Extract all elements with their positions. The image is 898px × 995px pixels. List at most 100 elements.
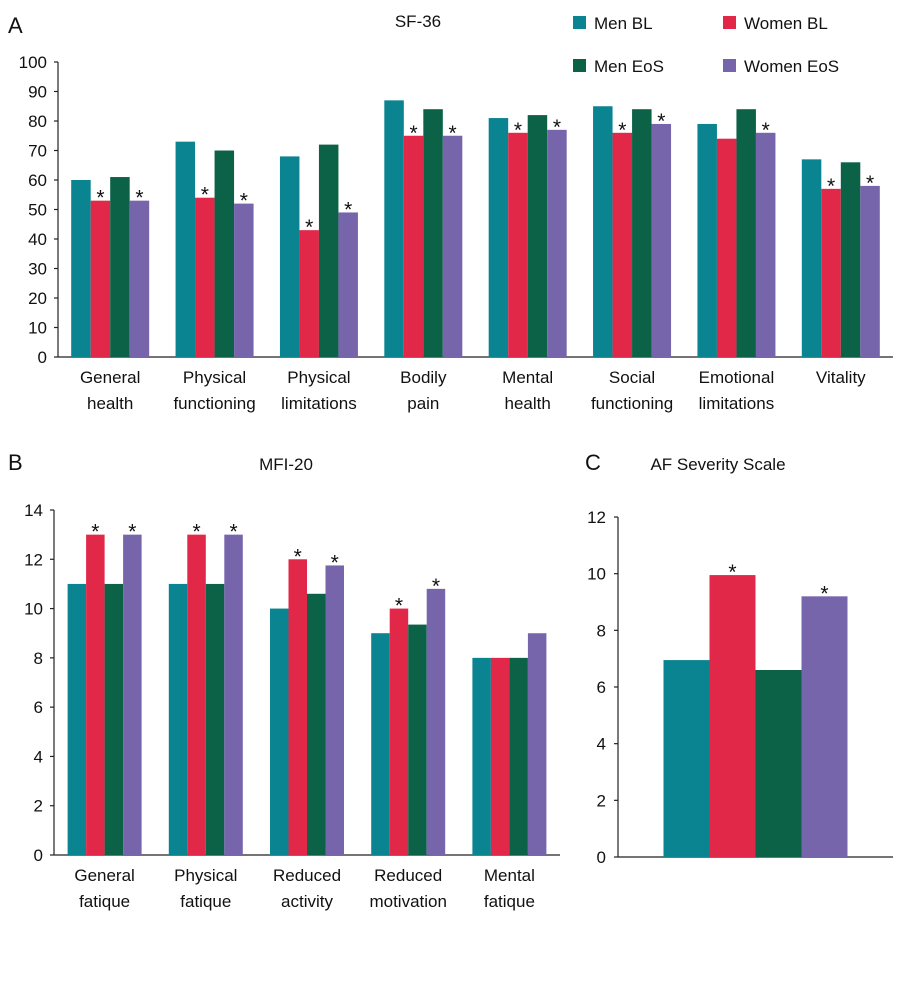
bar-women-bl [508, 132, 528, 357]
bar-women-eos [234, 203, 254, 357]
category-label: fatique [484, 892, 535, 911]
significance-star: * [514, 119, 522, 142]
bar-women-eos [547, 129, 567, 357]
bar-women-eos [224, 534, 243, 855]
legend-swatch [573, 16, 586, 29]
significance-star: * [618, 119, 626, 142]
bar-men-bl [801, 159, 822, 357]
significance-star: * [409, 122, 417, 145]
significance-star: * [96, 187, 104, 210]
category-label: fatique [79, 892, 130, 911]
panel-c-letter: C [585, 450, 601, 475]
y-tick-label: 0 [38, 348, 47, 367]
significance-star: * [201, 184, 209, 207]
significance-star: * [91, 521, 99, 544]
bar-women-eos [860, 185, 880, 357]
bar-women-eos [123, 534, 142, 855]
y-tick-label: 4 [597, 735, 606, 754]
bar-men-bl [384, 100, 404, 357]
category-label: Social [609, 368, 655, 387]
category-label: motivation [369, 892, 446, 911]
significance-star: * [820, 582, 828, 605]
bar-men-eos [423, 109, 443, 357]
bar-men-eos [840, 162, 861, 357]
y-tick-label: 50 [28, 201, 47, 220]
bar-women-bl [821, 188, 841, 357]
bar-men-bl [270, 608, 289, 855]
category-label: health [505, 394, 551, 413]
bar-women-bl [86, 534, 105, 855]
legend-swatch [573, 59, 586, 72]
panel-c-title: AF Severity Scale [650, 455, 785, 474]
category-label: Physical [183, 368, 246, 387]
bar-women-eos [651, 123, 672, 357]
y-tick-label: 90 [28, 83, 47, 102]
category-label: General [80, 368, 140, 387]
bar-men-eos [110, 177, 130, 357]
panel-b-letter: B [8, 450, 23, 475]
bar-women-bl [403, 135, 424, 357]
legend-swatch [723, 59, 736, 72]
bar-men-eos [104, 583, 124, 855]
bar-women-eos [426, 588, 446, 855]
bar-women-eos [325, 565, 344, 855]
legend-label: Men BL [594, 14, 653, 33]
y-tick-label: 0 [34, 846, 43, 865]
legend-label: Women BL [744, 14, 828, 33]
bar-women-bl [195, 197, 215, 357]
bar-women-eos [801, 596, 848, 857]
y-tick-label: 80 [28, 112, 47, 131]
bar-women-bl [299, 230, 319, 357]
panel-a: A SF-36 0 10 20 30 40 50 60 70 80 90 100 * * General h… [8, 12, 893, 413]
y-tick-label: 12 [24, 550, 43, 569]
category-label: Physical [174, 866, 237, 885]
bar-men-eos [632, 109, 652, 357]
y-tick-label: 20 [28, 289, 47, 308]
y-tick-label: 30 [28, 260, 47, 279]
bar-men-eos [408, 624, 427, 855]
significance-star: * [553, 116, 561, 139]
bar-women-bl [612, 132, 633, 357]
significance-star: * [827, 175, 835, 198]
y-tick-label: 8 [34, 649, 43, 668]
category-label: limitations [699, 394, 775, 413]
y-tick-label: 10 [587, 565, 606, 584]
significance-star: * [866, 172, 874, 195]
category-label: health [87, 394, 133, 413]
bar-men-bl [279, 156, 300, 357]
bar-women-eos [755, 132, 776, 357]
category-label: functioning [591, 394, 673, 413]
category-label: fatique [180, 892, 231, 911]
y-tick-label: 4 [34, 747, 43, 766]
legend-label: Women EoS [744, 57, 839, 76]
bar-men-eos [509, 657, 528, 855]
significance-star: * [229, 521, 237, 544]
y-tick-label: 100 [19, 53, 47, 72]
bar-women-bl [709, 575, 756, 857]
bar-men-eos [307, 593, 326, 855]
bar-women-eos [527, 633, 547, 855]
significance-star: * [305, 216, 313, 239]
y-tick-label: 6 [597, 678, 606, 697]
category-label: General [74, 866, 134, 885]
bar-women-eos [129, 200, 150, 357]
bar-men-bl [472, 657, 491, 855]
significance-star: * [240, 190, 248, 213]
category-label: pain [407, 394, 439, 413]
category-label: limitations [281, 394, 357, 413]
significance-star: * [128, 521, 136, 544]
bar-men-bl [488, 118, 509, 357]
bar-men-bl [175, 141, 196, 357]
bar-women-bl [716, 138, 737, 357]
y-tick-label: 2 [34, 797, 43, 816]
bar-men-bl [67, 583, 87, 855]
bar-men-eos [736, 109, 756, 357]
bar-women-bl [389, 608, 409, 855]
y-tick-label: 10 [28, 319, 47, 338]
bar-men-eos [205, 583, 225, 855]
category-label: Reduced [273, 866, 341, 885]
legend-label: Men EoS [594, 57, 664, 76]
significance-star: * [344, 198, 352, 221]
legend-swatch [723, 16, 736, 29]
